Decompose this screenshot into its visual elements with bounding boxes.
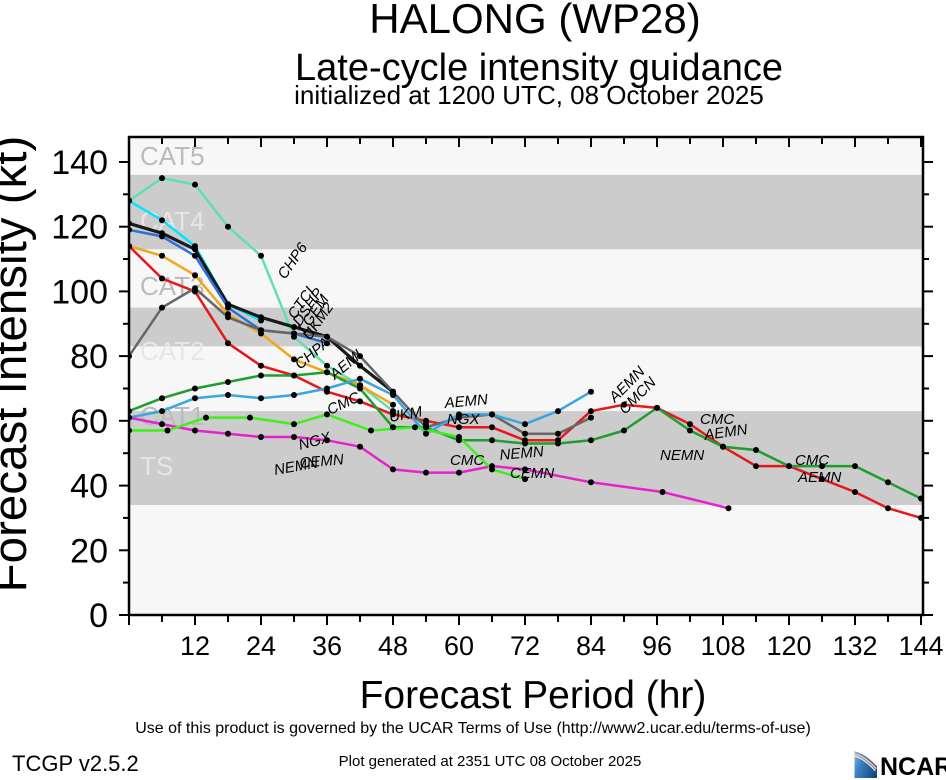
svg-text:100: 100 xyxy=(51,273,108,311)
svg-text:144: 144 xyxy=(898,631,943,661)
svg-text:72: 72 xyxy=(510,631,540,661)
svg-text:84: 84 xyxy=(576,631,606,661)
svg-text:CAT2: CAT2 xyxy=(140,336,205,366)
svg-text:NCAR: NCAR xyxy=(880,753,946,780)
svg-text:132: 132 xyxy=(832,631,877,661)
svg-text:20: 20 xyxy=(70,532,108,570)
svg-text:Forecast Intensity (kt): Forecast Intensity (kt) xyxy=(0,136,37,593)
svg-text:24: 24 xyxy=(246,631,276,661)
svg-text:initialized at 1200 UTC, 08 Oc: initialized at 1200 UTC, 08 October 2025 xyxy=(294,80,764,110)
svg-text:120: 120 xyxy=(51,209,108,247)
svg-text:40: 40 xyxy=(70,468,108,506)
svg-text:36: 36 xyxy=(312,631,342,661)
svg-text:Forecast Period (hr): Forecast Period (hr) xyxy=(360,674,707,717)
svg-text:60: 60 xyxy=(444,631,474,661)
svg-text:48: 48 xyxy=(378,631,408,661)
svg-text:TCGP v2.5.2: TCGP v2.5.2 xyxy=(12,751,139,776)
svg-text:HALONG (WP28): HALONG (WP28) xyxy=(369,0,700,42)
svg-text:120: 120 xyxy=(766,631,811,661)
svg-text:0: 0 xyxy=(89,597,108,635)
svg-text:CMC: CMC xyxy=(795,452,829,469)
svg-text:140: 140 xyxy=(51,144,108,182)
svg-text:Plot generated at 2351 UTC 0: Plot generated at 2351 UTC 08 October 20… xyxy=(339,753,642,770)
svg-text:TS: TS xyxy=(140,451,173,481)
svg-text:CAT4: CAT4 xyxy=(140,206,205,236)
svg-text:Use of this product is governe: Use of this product is governed by the U… xyxy=(135,720,811,737)
svg-text:96: 96 xyxy=(642,631,672,661)
svg-text:12: 12 xyxy=(180,631,210,661)
svg-text:CMC: CMC xyxy=(450,452,484,469)
svg-text:NGX: NGX xyxy=(447,411,481,428)
svg-text:NEMN: NEMN xyxy=(660,447,704,464)
svg-text:CEMN: CEMN xyxy=(510,465,554,482)
svg-text:AEMN: AEMN xyxy=(797,469,842,486)
svg-text:80: 80 xyxy=(70,338,108,376)
svg-text:108: 108 xyxy=(700,631,745,661)
svg-text:60: 60 xyxy=(70,403,108,441)
